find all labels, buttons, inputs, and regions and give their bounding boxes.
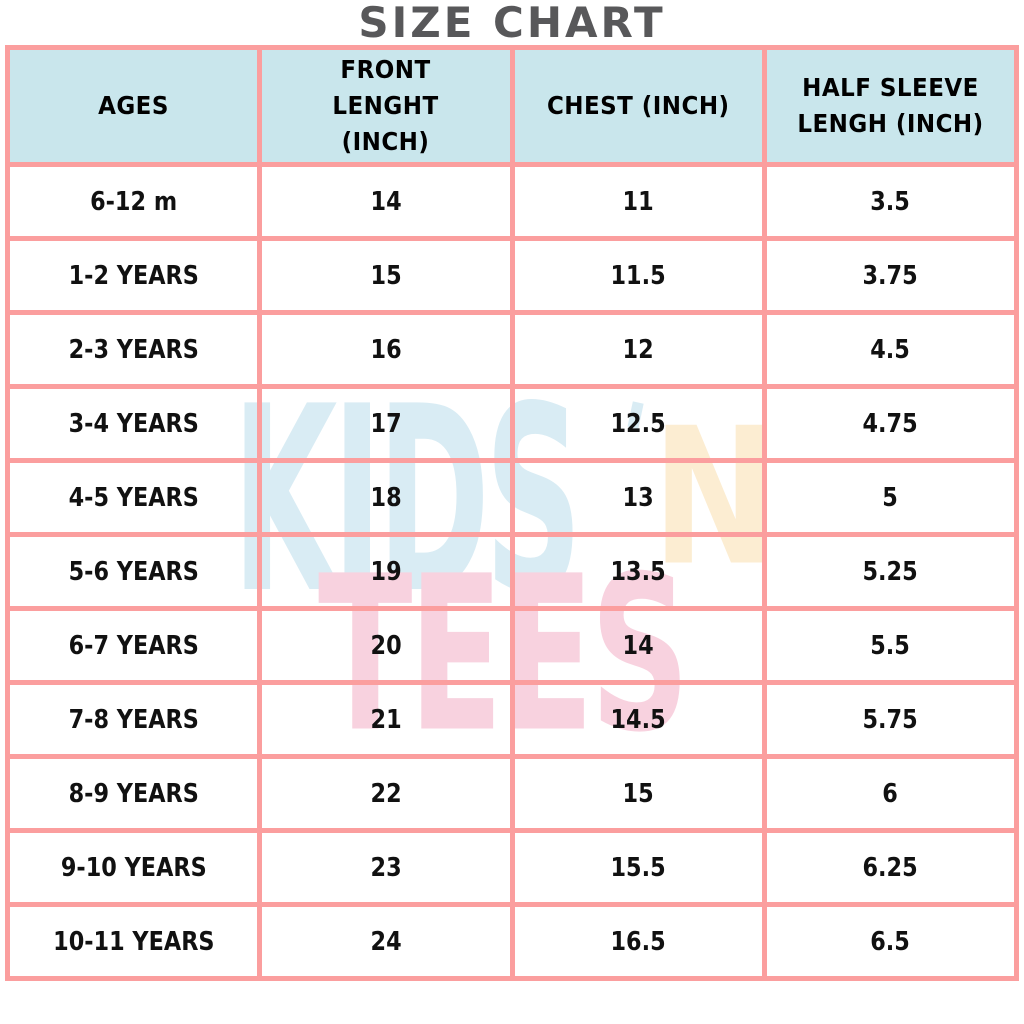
size-chart-table: AGES FRONT LENGHT (INCH) CHEST (INCH) HA… <box>4 45 1020 981</box>
cell-age: 6-7 YEARS <box>4 606 263 685</box>
cell-chest: 12 <box>509 310 767 389</box>
header-front-length: FRONT LENGHT (INCH) <box>257 45 515 167</box>
cell-front-length: 16 <box>257 310 515 389</box>
table-body: 6-12 m 14 11 3.5 1-2 YEARS 15 11.5 3.75 … <box>4 162 1020 981</box>
cell-half-sleeve: 5.75 <box>761 680 1020 759</box>
cell-half-sleeve: 5.5 <box>761 606 1020 685</box>
table-row: 6-12 m 14 11 3.5 <box>4 162 1020 241</box>
cell-half-sleeve: 4.75 <box>761 384 1020 463</box>
table-row: 10-11 YEARS 24 16.5 6.5 <box>4 902 1020 981</box>
cell-chest: 11 <box>509 162 767 241</box>
cell-front-length: 22 <box>257 754 515 833</box>
cell-half-sleeve: 6.5 <box>761 902 1020 981</box>
table-row: 6-7 YEARS 20 14 5.5 <box>4 606 1020 685</box>
cell-front-length: 19 <box>257 532 515 611</box>
header-chest: CHEST (INCH) <box>509 45 767 167</box>
table-row: 8-9 YEARS 22 15 6 <box>4 754 1020 833</box>
cell-front-length: 20 <box>257 606 515 685</box>
cell-half-sleeve: 4.5 <box>761 310 1020 389</box>
cell-age: 9-10 YEARS <box>4 828 263 907</box>
page-title: SIZE CHART <box>358 0 666 47</box>
header-row: AGES FRONT LENGHT (INCH) CHEST (INCH) HA… <box>4 45 1020 167</box>
cell-chest: 14 <box>509 606 767 685</box>
cell-front-length: 15 <box>257 236 515 315</box>
table-row: 9-10 YEARS 23 15.5 6.25 <box>4 828 1020 907</box>
cell-age: 1-2 YEARS <box>4 236 263 315</box>
cell-age: 2-3 YEARS <box>4 310 263 389</box>
cell-chest: 15 <box>509 754 767 833</box>
cell-chest: 16.5 <box>509 902 767 981</box>
cell-front-length: 23 <box>257 828 515 907</box>
table-row: 3-4 YEARS 17 12.5 4.75 <box>4 384 1020 463</box>
table-row: 4-5 YEARS 18 13 5 <box>4 458 1020 537</box>
cell-half-sleeve: 3.75 <box>761 236 1020 315</box>
cell-half-sleeve: 5 <box>761 458 1020 537</box>
table-row: 5-6 YEARS 19 13.5 5.25 <box>4 532 1020 611</box>
table-row: 1-2 YEARS 15 11.5 3.75 <box>4 236 1020 315</box>
cell-age: 7-8 YEARS <box>4 680 263 759</box>
cell-half-sleeve: 3.5 <box>761 162 1020 241</box>
table-header: AGES FRONT LENGHT (INCH) CHEST (INCH) HA… <box>4 45 1020 167</box>
cell-age: 3-4 YEARS <box>4 384 263 463</box>
cell-age: 6-12 m <box>4 162 263 241</box>
cell-front-length: 14 <box>257 162 515 241</box>
cell-front-length: 21 <box>257 680 515 759</box>
cell-front-length: 24 <box>257 902 515 981</box>
cell-front-length: 18 <box>257 458 515 537</box>
table-row: 2-3 YEARS 16 12 4.5 <box>4 310 1020 389</box>
cell-chest: 13.5 <box>509 532 767 611</box>
cell-chest: 11.5 <box>509 236 767 315</box>
cell-chest: 15.5 <box>509 828 767 907</box>
cell-chest: 13 <box>509 458 767 537</box>
cell-age: 8-9 YEARS <box>4 754 263 833</box>
cell-half-sleeve: 6 <box>761 754 1020 833</box>
table-row: 7-8 YEARS 21 14.5 5.75 <box>4 680 1020 759</box>
cell-chest: 14.5 <box>509 680 767 759</box>
cell-age: 4-5 YEARS <box>4 458 263 537</box>
cell-half-sleeve: 5.25 <box>761 532 1020 611</box>
header-ages: AGES <box>4 45 263 167</box>
cell-age: 5-6 YEARS <box>4 532 263 611</box>
cell-age: 10-11 YEARS <box>4 902 263 981</box>
cell-half-sleeve: 6.25 <box>761 828 1020 907</box>
header-half-sleeve: HALF SLEEVE LENGH (INCH) <box>761 45 1020 167</box>
cell-front-length: 17 <box>257 384 515 463</box>
cell-chest: 12.5 <box>509 384 767 463</box>
